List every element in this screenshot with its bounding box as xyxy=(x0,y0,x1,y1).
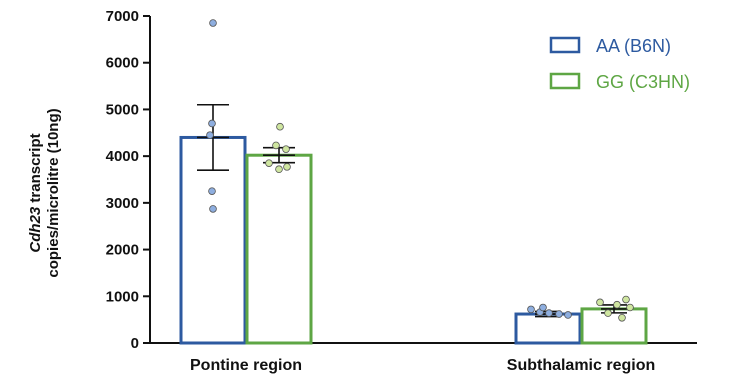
data-point-1-0-3 xyxy=(265,159,273,167)
data-point-1-1-5 xyxy=(618,313,626,322)
data-point-0-0-1 xyxy=(208,119,216,128)
data-point-1-1-3 xyxy=(626,303,634,312)
y-tick-label-3: 3000 xyxy=(106,195,139,212)
y-axis-label: Cdh23 transcript copies/microlitre (10ng… xyxy=(27,108,62,277)
data-point-1-0-5 xyxy=(275,165,283,174)
y-tick-label-6: 6000 xyxy=(106,55,139,72)
data-point-0-1-2 xyxy=(545,309,553,317)
legend-swatch-0 xyxy=(549,36,581,54)
data-point-0-1-3 xyxy=(555,310,563,318)
y-label-line-2-text: copies/microlitre (10ng) xyxy=(45,108,62,277)
x-category-label-1: Subthalamic region xyxy=(507,357,655,374)
y-tick-label-1: 1000 xyxy=(106,288,139,305)
legend-swatch-1 xyxy=(549,72,581,90)
data-point-0-1-4 xyxy=(564,311,572,319)
y-label-rest: transcript xyxy=(27,133,44,206)
data-point-0-0-3 xyxy=(208,187,216,195)
data-point-0-1-5 xyxy=(539,303,547,312)
legend: AA (B6N) GG (C3HN) xyxy=(549,36,690,92)
data-point-1-1-2 xyxy=(613,300,621,309)
bar-aa-1 xyxy=(514,312,582,345)
data-point-0-1-0 xyxy=(527,305,535,314)
y-tick-label-5: 5000 xyxy=(106,101,139,118)
data-point-0-0-4 xyxy=(209,205,217,213)
y-tick-label-7: 7000 xyxy=(106,8,139,25)
chart-marks: 0 1000 2000 3000 4000 5000 6000 7000 Pontine reg… xyxy=(106,8,697,374)
data-point-1-0-2 xyxy=(282,145,290,153)
legend-label-0: AA (B6N) xyxy=(596,36,671,56)
y-axis-label-line-2: copies/microlitre (10ng) xyxy=(45,108,62,277)
data-point-1-0-1 xyxy=(272,141,280,150)
data-point-1-0-0 xyxy=(276,122,284,131)
y-tick-label-0: 0 xyxy=(131,335,139,352)
data-point-0-0-0 xyxy=(209,19,217,27)
bar-gg-0 xyxy=(245,153,313,345)
legend-label-1: GG (C3HN) xyxy=(596,72,690,92)
data-point-1-1-1 xyxy=(596,298,604,307)
data-point-1-1-0 xyxy=(622,295,630,304)
data-point-0-0-2 xyxy=(206,131,214,139)
data-point-1-0-4 xyxy=(283,163,291,171)
y-tick-label-2: 2000 xyxy=(106,242,139,259)
y-label-italic: Cdh23 xyxy=(27,206,44,253)
x-category-label-0: Pontine region xyxy=(190,357,302,374)
bar-gg-1 xyxy=(580,307,648,345)
data-point-1-1-4 xyxy=(604,309,612,317)
y-tick-label-4: 4000 xyxy=(106,148,139,165)
y-axis-label-line-1: Cdh23 transcript xyxy=(27,133,44,252)
